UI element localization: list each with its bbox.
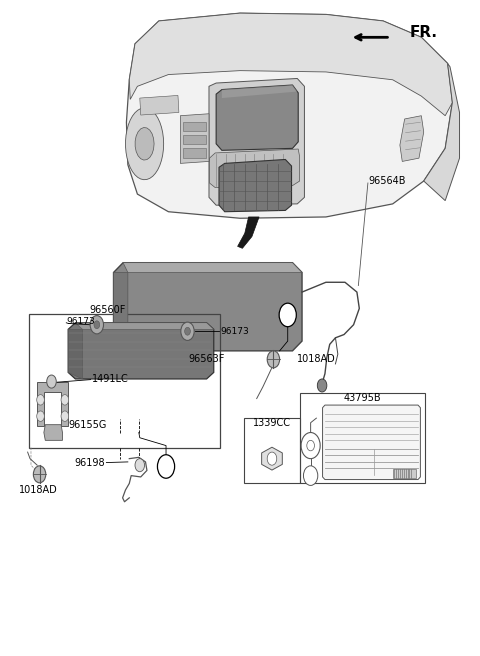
Polygon shape [126,13,452,218]
Circle shape [267,351,280,368]
Text: 96198: 96198 [75,458,106,468]
Bar [393,469,416,478]
Polygon shape [209,79,304,205]
Polygon shape [219,159,291,212]
Circle shape [36,411,44,421]
Text: 1491LC: 1491LC [92,374,129,384]
Circle shape [317,379,327,392]
Polygon shape [75,323,214,329]
Polygon shape [140,96,179,115]
Text: 96563F: 96563F [189,354,225,364]
Polygon shape [68,323,214,379]
Text: 1018AD: 1018AD [19,485,58,495]
Bar [183,148,205,157]
Circle shape [301,432,320,459]
Polygon shape [238,217,259,249]
Text: A: A [163,462,168,471]
Text: 96155G: 96155G [68,420,107,430]
Bar [183,135,205,144]
Text: FR.: FR. [409,25,437,40]
Text: 96173: 96173 [220,327,249,336]
Circle shape [61,411,69,421]
Circle shape [279,303,296,327]
Circle shape [135,459,144,472]
Polygon shape [68,329,83,379]
Circle shape [90,316,104,334]
Circle shape [47,375,56,388]
Polygon shape [135,127,154,160]
Circle shape [34,466,46,483]
Polygon shape [37,382,68,426]
Circle shape [181,322,194,340]
Text: 96560F: 96560F [90,304,126,315]
Circle shape [307,440,314,451]
Text: 43795B: 43795B [344,393,382,403]
Text: 1018AD: 1018AD [297,354,336,364]
Polygon shape [123,262,302,272]
Circle shape [185,327,191,335]
Bar [29,314,220,447]
Circle shape [61,395,69,405]
Polygon shape [129,13,452,115]
Polygon shape [323,405,420,480]
Polygon shape [126,108,164,180]
Text: A: A [285,310,290,319]
Polygon shape [114,272,128,348]
Circle shape [267,452,277,465]
Polygon shape [262,447,282,470]
Circle shape [94,321,100,329]
Polygon shape [209,149,300,188]
Circle shape [303,466,318,485]
Polygon shape [222,85,297,98]
Text: 96564B: 96564B [369,176,407,186]
Polygon shape [180,113,209,163]
Polygon shape [424,64,459,201]
Polygon shape [114,262,302,351]
Bar [183,122,205,131]
Text: 1339CC: 1339CC [253,418,291,428]
Polygon shape [44,424,62,440]
Polygon shape [400,115,424,161]
Polygon shape [216,85,298,150]
Bar [300,394,425,483]
Text: 96173: 96173 [66,317,95,326]
Circle shape [36,395,44,405]
Circle shape [157,455,175,478]
Bar [244,418,300,483]
